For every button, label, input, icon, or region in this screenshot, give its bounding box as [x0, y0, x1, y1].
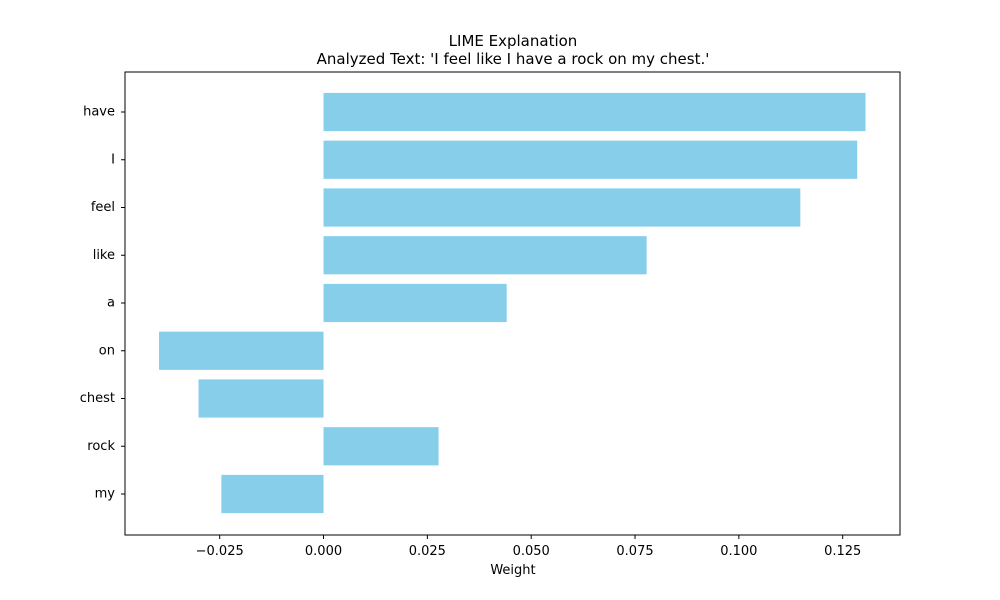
y-tick-label: rock: [87, 439, 115, 454]
chart-subtitle: Analyzed Text: 'I feel like I have a roc…: [317, 50, 710, 68]
bar-feel: [323, 188, 801, 227]
bar-chest: [198, 379, 324, 418]
x-tick-label: 0.125: [824, 544, 861, 559]
x-axis-label: Weight: [490, 563, 535, 578]
chart-title: LIME Explanation: [449, 32, 578, 50]
y-tick-label: feel: [91, 200, 115, 215]
bar-my: [221, 474, 324, 514]
y-tick-label: I: [111, 152, 115, 167]
bar-on: [159, 331, 324, 370]
x-tick-label: 0.075: [616, 544, 653, 559]
x-tick-label: 0.050: [513, 544, 550, 559]
y-tick-label: like: [93, 248, 115, 263]
bar-i: [323, 140, 858, 179]
y-tick-label: a: [107, 296, 115, 311]
plot-frame: [124, 71, 901, 536]
bar-have: [323, 92, 866, 132]
x-tick-label: 0.000: [305, 544, 342, 559]
bar-like: [323, 236, 647, 275]
y-tick-label: on: [99, 343, 115, 358]
x-tick-label: −0.025: [196, 544, 244, 559]
x-tick-label: 0.100: [720, 544, 757, 559]
y-tick-label: have: [83, 105, 115, 120]
x-tick-label: 0.025: [409, 544, 446, 559]
y-tick-label: my: [95, 487, 116, 502]
bar-rock: [323, 427, 439, 466]
y-tick-label: chest: [80, 391, 115, 406]
bar-a: [323, 283, 507, 323]
bars-layer: [159, 92, 866, 514]
